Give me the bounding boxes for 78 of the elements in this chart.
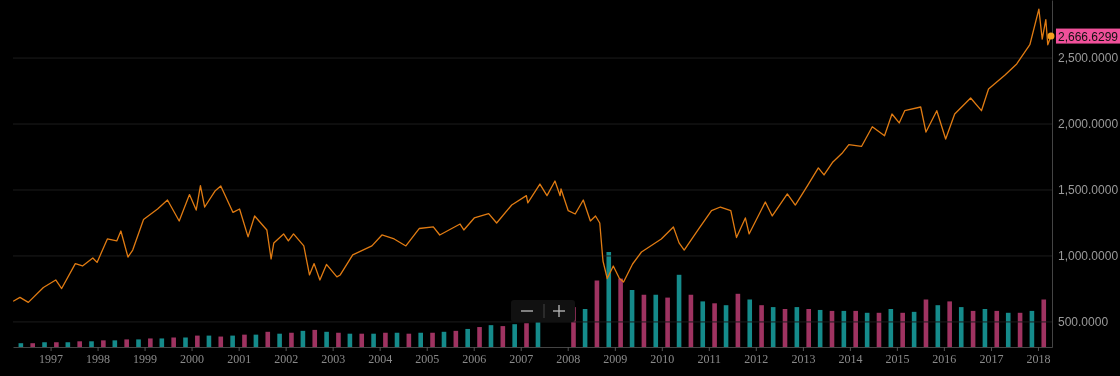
x-tick-label: 2013 <box>791 351 816 366</box>
bar <box>195 335 200 347</box>
bar <box>42 342 47 347</box>
x-tick-label: 2011 <box>697 351 722 366</box>
x-tick-label: 1999 <box>133 351 158 366</box>
x-tick-label: 2003 <box>321 351 346 366</box>
bar <box>465 328 470 347</box>
bar <box>958 307 964 347</box>
bar <box>665 297 670 347</box>
bar <box>853 310 858 347</box>
bar <box>524 323 529 347</box>
bar <box>359 333 365 347</box>
x-tick-label: 2005 <box>415 351 440 366</box>
bar <box>183 337 188 347</box>
bar <box>230 335 235 347</box>
bar <box>136 339 141 347</box>
bar <box>289 332 294 347</box>
bar <box>383 332 388 347</box>
bar <box>324 331 329 347</box>
bar <box>371 333 376 347</box>
bar <box>430 332 435 347</box>
bar <box>900 312 905 347</box>
bar <box>171 337 176 347</box>
bar <box>101 340 106 347</box>
bar <box>112 340 118 347</box>
x-tick-label: 2006 <box>462 351 487 366</box>
x-tick-label: 2010 <box>650 351 675 366</box>
bar <box>606 252 612 347</box>
bar <box>653 294 659 347</box>
x-tick-label: 2018 <box>1026 351 1051 366</box>
bar <box>30 343 35 347</box>
bar <box>18 343 24 347</box>
bar <box>312 329 318 347</box>
x-tick-label: 2012 <box>744 351 769 366</box>
x-tick-label: 2017 <box>979 351 1004 366</box>
bar <box>242 334 247 347</box>
bar <box>77 341 82 347</box>
bar <box>54 342 59 347</box>
bar <box>1041 299 1047 347</box>
y-tick-label: 500.0000 <box>1058 315 1109 330</box>
bar <box>477 327 482 347</box>
bar <box>418 332 423 347</box>
y-tick-label: 2,500.0000 <box>1058 51 1119 66</box>
bar <box>700 301 706 347</box>
bar <box>618 278 623 347</box>
bar <box>89 341 94 347</box>
bar <box>1005 312 1011 347</box>
x-tick-label: 2004 <box>368 351 393 366</box>
bar <box>218 336 224 347</box>
x-tick-label: 2000 <box>180 351 205 366</box>
bar <box>65 342 71 347</box>
bar <box>994 310 1000 347</box>
x-tick-label: 2015 <box>885 351 910 366</box>
bar <box>159 338 165 347</box>
annotation: 2,666.6299 <box>1057 29 1119 44</box>
x-tick-label: 2001 <box>227 351 252 366</box>
x-tick-label: 1997 <box>39 351 64 366</box>
x-tick-label: 1998 <box>86 351 111 366</box>
y-tick-label: 1,000.0000 <box>1058 249 1119 264</box>
bar <box>277 333 282 347</box>
bar <box>124 339 129 347</box>
bar <box>947 301 952 347</box>
bar <box>512 324 517 347</box>
bar <box>747 299 753 347</box>
bar <box>336 332 341 347</box>
y-tick-label: 2,000.0000 <box>1058 117 1119 132</box>
bar <box>712 303 717 347</box>
x-tick-label: 2008 <box>556 351 581 366</box>
x-tick-label: 2002 <box>274 351 299 366</box>
bar <box>148 338 153 347</box>
bar <box>265 331 271 347</box>
bar <box>806 309 811 347</box>
bar <box>759 305 764 347</box>
x-tick-label: 2007 <box>509 351 534 366</box>
y-tick-label: 1,500.0000 <box>1058 183 1119 198</box>
x-tick-label: 2016 <box>932 351 957 366</box>
x-tick-label: 2014 <box>838 351 863 366</box>
x-tick-label: 2009 <box>603 351 628 366</box>
